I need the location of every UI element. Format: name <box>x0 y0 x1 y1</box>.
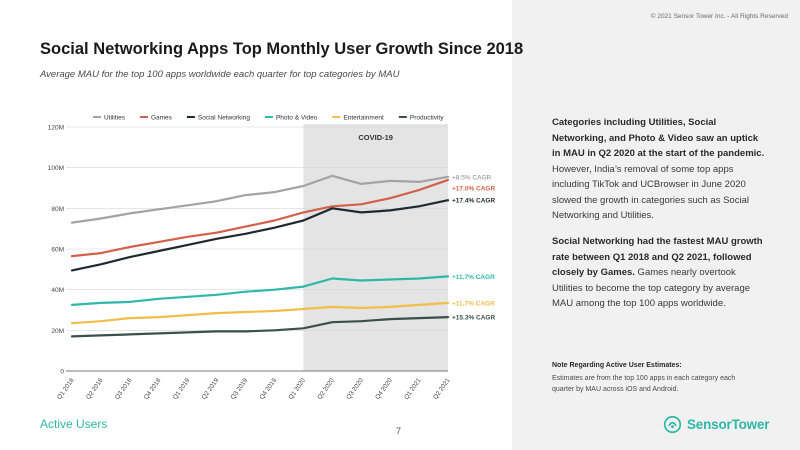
cagr-label: +8.5% CAGR <box>452 174 492 181</box>
y-tick-label: 20M <box>51 328 64 335</box>
legend-label: Games <box>151 114 173 121</box>
series-line-productivity <box>70 316 450 338</box>
x-tick-label: Q1 2021 <box>403 377 423 401</box>
insight-1-highlight: Categories including Utilities, Social N… <box>552 117 765 159</box>
logo-word-tower: Tower <box>731 417 770 432</box>
series-line-social-networking <box>70 199 450 272</box>
series-line-games <box>70 178 450 258</box>
y-tick-label: 100M <box>48 165 64 172</box>
x-tick-label: Q3 2020 <box>345 377 365 401</box>
x-tick-label: Q2 2021 <box>432 377 452 401</box>
line-chart: COVID-19 0 20M 40M 60M 80M 100M 120M Q1 2018 Q2 2… <box>48 114 496 401</box>
series-line-entertainment <box>70 301 450 325</box>
cagr-label: +11.7% CAGR <box>452 274 495 281</box>
x-tick-label: Q1 2018 <box>56 377 76 401</box>
cagr-label: +11.7% CAGR <box>452 300 495 307</box>
page-number: 7 <box>396 426 402 436</box>
insight-1-text: However, India’s removal of some top app… <box>552 163 749 222</box>
sensor-tower-logo: SensorTower <box>663 415 770 434</box>
x-tick-label: Q1 2019 <box>172 377 192 401</box>
y-tick-label: 80M <box>51 206 64 213</box>
y-tick-label: 40M <box>51 287 64 294</box>
section-label: Active Users <box>40 417 108 431</box>
logo-wordmark: SensorTower <box>687 417 770 432</box>
legend-label: Photo & Video <box>276 114 318 121</box>
x-tick-label: Q1 2020 <box>287 377 307 401</box>
x-tick-label: Q2 2018 <box>85 377 105 401</box>
logo-word-sensor: Sensor <box>687 417 732 432</box>
cagr-label: +15.3% CAGR <box>452 315 495 322</box>
copyright-notice: © 2021 Sensor Tower Inc. - All Rights Re… <box>650 13 788 20</box>
insight-paragraph-1: Categories including Utilities, Social N… <box>552 115 767 224</box>
y-tick-label: 60M <box>51 247 64 254</box>
cagr-label: +17.4% CAGR <box>452 198 495 205</box>
x-tick-label: Q4 2020 <box>374 377 394 401</box>
right-panel <box>512 0 800 450</box>
insight-2-text: Games nearly overtook Utilities to becom… <box>552 267 751 309</box>
series-line-utilities <box>70 174 450 224</box>
legend-label: Entertainment <box>343 114 384 121</box>
x-tick-label: Q3 2019 <box>230 377 250 401</box>
note-title: Note Regarding Active User Estimates: <box>552 362 682 369</box>
x-tick-label: Q2 2019 <box>201 377 221 401</box>
legend-label: Social Networking <box>198 114 250 121</box>
covid-label: COVID-19 <box>358 133 393 142</box>
insight-2-highlight: Social Networking had the fastest MAU gr… <box>552 236 763 278</box>
x-tick-label: Q4 2019 <box>259 377 279 401</box>
y-tick-label: 120M <box>48 125 64 132</box>
note-text: Estimates are from the top 100 apps in e… <box>552 375 736 393</box>
legend-label: Utilities <box>104 114 126 121</box>
sensor-tower-logo-icon <box>663 415 682 434</box>
legend-label: Productivity <box>410 114 444 121</box>
covid-highlight-band <box>303 124 448 371</box>
x-tick-label: Q4 2018 <box>143 377 163 401</box>
y-tick-label: 0 <box>60 369 64 376</box>
insight-paragraph-2: Social Networking had the fastest MAU gr… <box>552 234 767 312</box>
x-tick-label: Q2 2020 <box>316 377 336 401</box>
x-tick-label: Q3 2018 <box>114 377 134 401</box>
page-subtitle: Average MAU for the top 100 apps worldwi… <box>40 69 400 80</box>
series-line-photo-video <box>70 275 450 306</box>
cagr-label: +17.0% CAGR <box>452 185 495 192</box>
page-title: Social Networking Apps Top Monthly User … <box>40 40 524 58</box>
